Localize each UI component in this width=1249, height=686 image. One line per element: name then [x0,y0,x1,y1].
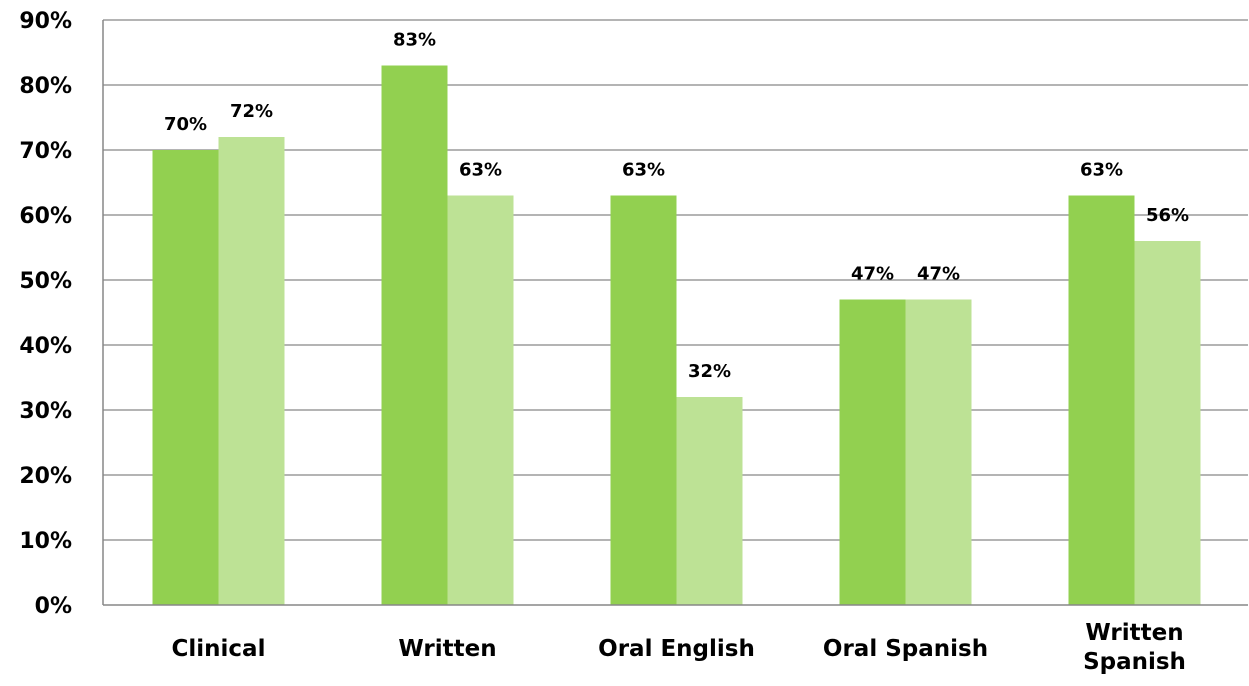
y-tick-label: 30% [19,399,72,424]
data-label: 63% [459,160,502,181]
bar [447,195,514,605]
x-tick-label: Oral English [598,636,755,662]
axes: 0% 10% 20% 30% 40% 50% 60% 70% 80% 90% [19,9,1248,619]
y-tick-label: 0% [35,594,72,619]
y-tick-label: 20% [19,464,72,489]
bar [381,65,448,605]
bar [905,299,972,605]
bar [152,150,219,605]
data-label: 63% [622,160,665,181]
data-label: 70% [164,114,207,135]
data-label: 47% [851,264,894,285]
x-tick-label: Written [398,636,496,662]
x-tick-label: Oral Spanish [823,636,988,662]
x-tick-label: Written [1085,620,1183,646]
bar [839,299,906,605]
bar [1068,195,1135,605]
y-tick-label: 50% [19,269,72,294]
data-label: 63% [1080,160,1123,181]
bar [676,397,743,605]
y-tick-label: 70% [19,139,72,164]
data-label: 83% [393,30,436,51]
bar [1134,241,1201,605]
data-label: 32% [688,361,731,382]
y-tick-label: 80% [19,74,72,99]
y-tick-label: 60% [19,204,72,229]
x-tick-label: Clinical [172,636,266,662]
y-tick-label: 10% [19,529,72,554]
bar [610,195,677,605]
bars [152,65,1201,605]
x-tick-label: Spanish [1083,649,1186,675]
y-tick-label: 40% [19,334,72,359]
data-label: 72% [230,101,273,122]
data-label: 56% [1146,205,1189,226]
y-tick-label: 90% [19,9,72,34]
bar [218,137,285,605]
data-label: 47% [917,264,960,285]
labels: 70% 72% Clinical 83% 63% Written 63% 32% Oral En… [164,30,1189,676]
